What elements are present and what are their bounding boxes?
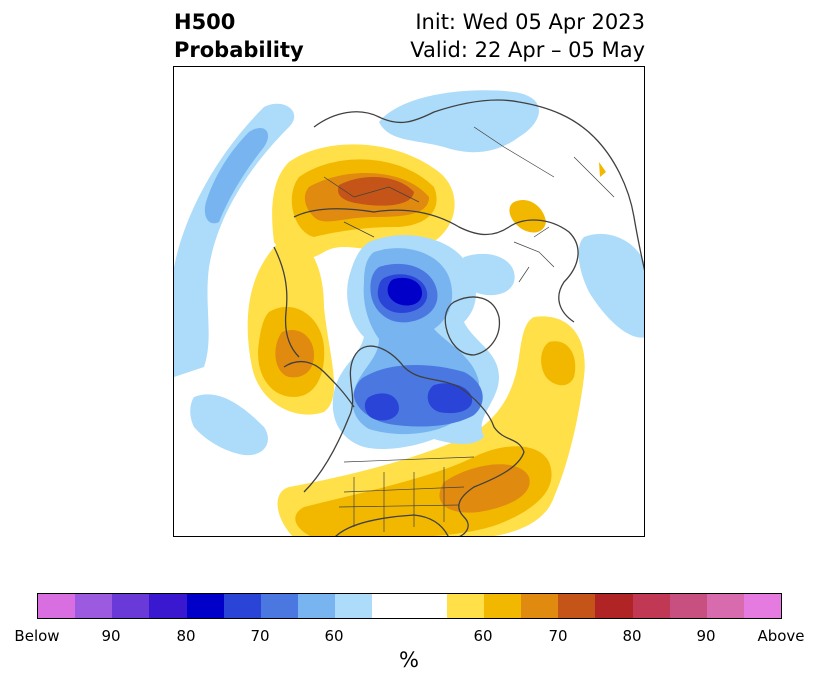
colorbar-cell-6 bbox=[260, 594, 299, 618]
colorbar-tick-label: 70 bbox=[548, 627, 568, 645]
below-deep-hudson bbox=[427, 383, 473, 414]
colorbar-cell-15 bbox=[595, 594, 633, 618]
above-mid-europe bbox=[509, 199, 546, 233]
below-light-asia bbox=[578, 233, 644, 338]
valid-range: Valid: 22 Apr – 05 May bbox=[410, 38, 645, 62]
below-mid-pacific-arc bbox=[204, 127, 269, 224]
coast-alaska bbox=[283, 360, 355, 408]
date-block: Init: Wed 05 Apr 2023 Valid: 22 Apr – 05… bbox=[410, 8, 645, 64]
border-states-2 bbox=[338, 486, 465, 508]
colorbar-cell-13 bbox=[521, 594, 559, 618]
below-light-pacific-arc bbox=[174, 103, 295, 378]
colorbar-cell-0 bbox=[38, 594, 76, 618]
title-product: Probability bbox=[174, 38, 304, 62]
colorbar-tick-label: 70 bbox=[250, 627, 270, 645]
below-peak-arctic bbox=[387, 277, 422, 306]
coast-north-america bbox=[303, 345, 525, 536]
colorbar-tick-label: 90 bbox=[101, 627, 121, 645]
border-states-1 bbox=[353, 467, 445, 532]
above-strong-usa bbox=[439, 464, 530, 513]
colorbar-tick-label: 90 bbox=[696, 627, 716, 645]
colorbar-cell-5 bbox=[223, 594, 261, 618]
colorbar-tick-label: Below bbox=[14, 627, 60, 645]
colorbar-tick-label: Above bbox=[757, 627, 805, 645]
colorbar-cell-4 bbox=[186, 594, 224, 618]
below-light-alaska-gulf bbox=[190, 394, 268, 456]
colorbar-tick-label: 80 bbox=[622, 627, 642, 645]
init-date: Init: Wed 05 Apr 2023 bbox=[415, 10, 645, 34]
above-strong-pacific bbox=[275, 329, 314, 378]
colorbar-cell-8 bbox=[335, 594, 373, 618]
coastlines bbox=[273, 99, 644, 536]
border-usa-canada bbox=[343, 456, 475, 463]
colorbar-cell-18 bbox=[706, 594, 744, 618]
colorbar-unit-label: % bbox=[399, 648, 419, 672]
colorbar-cell-11 bbox=[446, 594, 484, 618]
below-normal-shading bbox=[174, 90, 644, 456]
title-variable: H500 bbox=[174, 10, 236, 34]
border-asia-2 bbox=[473, 126, 615, 198]
title-block: H500 Probability bbox=[174, 8, 304, 64]
political-borders bbox=[323, 126, 615, 532]
coast-siberia bbox=[273, 246, 300, 358]
probability-map bbox=[173, 66, 645, 537]
above-peak-eurasia bbox=[338, 176, 414, 206]
border-asia-1 bbox=[323, 176, 420, 238]
colorbar-cell-2 bbox=[112, 594, 150, 618]
colorbar-cell-1 bbox=[75, 594, 113, 618]
colorbar-cell-12 bbox=[483, 594, 522, 618]
colorbar-cell-16 bbox=[632, 594, 670, 618]
below-light-north-atlantic bbox=[379, 90, 539, 153]
colorbar-tick-label: 60 bbox=[473, 627, 493, 645]
below-deep-west-canada bbox=[364, 393, 399, 421]
colorbar-cell-9 bbox=[372, 594, 410, 618]
colorbar-cell-19 bbox=[743, 594, 782, 618]
map-canvas bbox=[174, 90, 644, 536]
above-mid-atlantic bbox=[541, 341, 576, 386]
coast-asia-east bbox=[313, 99, 595, 138]
colorbar-cell-14 bbox=[558, 594, 596, 618]
colorbar-cell-3 bbox=[149, 594, 187, 618]
coast-africa bbox=[593, 136, 644, 271]
colorbar-cell-17 bbox=[669, 594, 707, 618]
colorbar-cell-7 bbox=[298, 594, 336, 618]
colorbar-tick-label: 80 bbox=[176, 627, 196, 645]
coast-europe bbox=[508, 219, 579, 323]
border-europe-1 bbox=[513, 226, 555, 283]
colorbar-cell-10 bbox=[409, 594, 447, 618]
coast-greenland bbox=[444, 296, 501, 356]
colorbar-tick-label: 60 bbox=[324, 627, 344, 645]
colorbar bbox=[37, 593, 782, 619]
above-mid-asia-small bbox=[599, 162, 606, 177]
coast-eurasia-north bbox=[293, 208, 510, 236]
